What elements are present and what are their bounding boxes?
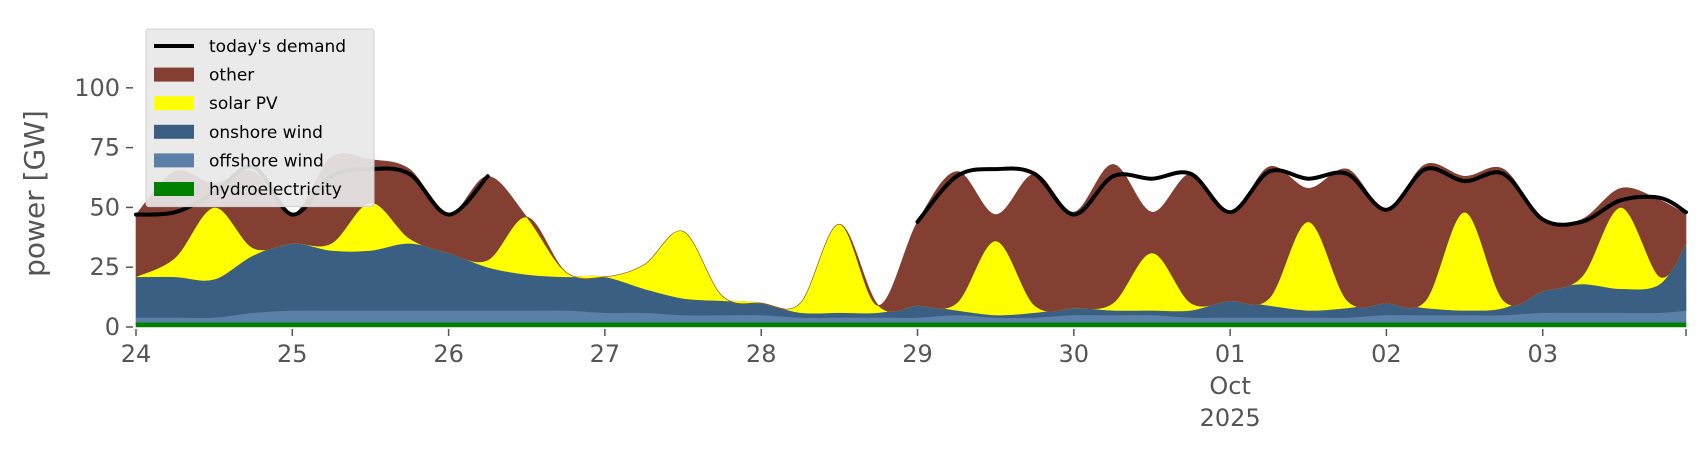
legend-label-onshore-wind: onshore wind [209,123,323,143]
x-tick-label: 25 [277,340,308,368]
legend-label-other: other [209,66,254,86]
legend: today's demand other solar PV onshore wind o… [145,28,375,208]
x-tick-label: 30 [1059,340,1090,368]
y-tick-label: 75 [89,134,120,162]
y-axis-title: power [GW] [18,110,51,277]
y-tick-label: 100 [74,74,120,102]
legend-label-today-s-demand: today's demand [209,37,346,57]
x-tick-label: 02 [1371,340,1402,368]
y-tick-label: 50 [89,193,120,221]
legend-swatch-solar-pv [154,96,194,111]
legend-swatch-onshore-wind [154,124,194,139]
x-tick-label: 01 [1215,340,1246,368]
legend-swatch-offshore-wind [154,153,194,168]
x-tick-label: 03 [1527,340,1558,368]
x-tick-label: 28 [746,340,777,368]
x-tick-sublabel: Oct [1209,372,1251,400]
demand-line-segment-2 [915,166,1688,227]
x-tick-label: 26 [433,340,464,368]
legend-box [145,28,375,208]
legend-label-offshore-wind: offshore wind [209,151,324,171]
legend-label-hydroelectricity: hydroelectricity [209,180,342,200]
x-tick-label: 24 [121,340,152,368]
x-tick-sublabel: 2025 [1200,404,1261,432]
area-hydroelectricity [135,321,1687,328]
x-axis: 24 25 26 27 28 29 30 01 Oct 2025 02 03 [121,329,1687,432]
x-tick-label: 29 [902,340,933,368]
area-other [135,153,1687,312]
legend-swatch-hydroelectricity [154,182,194,196]
x-tick-label: 27 [590,340,621,368]
legend-label-solar-pv: solar PV [209,94,278,114]
legend-swatch-other [154,67,194,82]
y-tick-label: 25 [89,253,120,281]
areas-group [135,153,1687,328]
y-tick-label: 0 [105,313,120,341]
y-axis: 0 25 50 75 100 [74,74,133,341]
